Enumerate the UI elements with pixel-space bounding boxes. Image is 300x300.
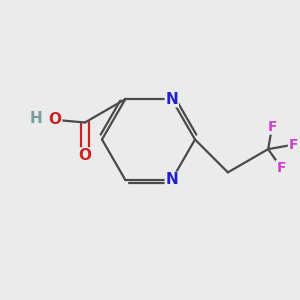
Text: N: N [165,92,178,107]
Text: F: F [267,120,277,134]
Text: F: F [276,160,286,175]
Text: O: O [79,148,92,163]
Text: N: N [165,172,178,187]
Text: O: O [49,112,62,128]
Text: F: F [289,138,298,152]
Text: H: H [29,111,42,126]
